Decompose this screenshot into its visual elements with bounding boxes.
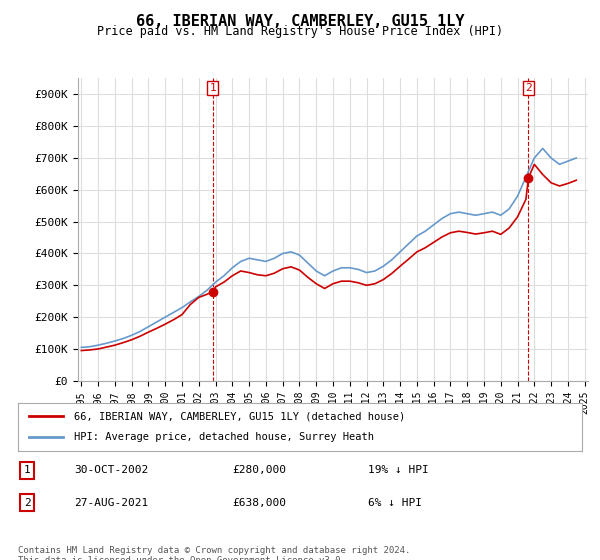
Text: 30-OCT-2002: 30-OCT-2002 — [74, 465, 149, 475]
Text: £280,000: £280,000 — [232, 465, 286, 475]
Text: 2: 2 — [525, 83, 532, 93]
Text: HPI: Average price, detached house, Surrey Heath: HPI: Average price, detached house, Surr… — [74, 432, 374, 442]
Text: Contains HM Land Registry data © Crown copyright and database right 2024.
This d: Contains HM Land Registry data © Crown c… — [18, 546, 410, 560]
Text: Price paid vs. HM Land Registry's House Price Index (HPI): Price paid vs. HM Land Registry's House … — [97, 25, 503, 38]
Text: £638,000: £638,000 — [232, 498, 286, 508]
Text: 1: 1 — [209, 83, 216, 93]
Text: 6% ↓ HPI: 6% ↓ HPI — [368, 498, 422, 508]
Text: 2: 2 — [23, 498, 31, 508]
Text: 27-AUG-2021: 27-AUG-2021 — [74, 498, 149, 508]
Text: 66, IBERIAN WAY, CAMBERLEY, GU15 1LY (detached house): 66, IBERIAN WAY, CAMBERLEY, GU15 1LY (de… — [74, 411, 406, 421]
Text: 19% ↓ HPI: 19% ↓ HPI — [368, 465, 428, 475]
Text: 66, IBERIAN WAY, CAMBERLEY, GU15 1LY: 66, IBERIAN WAY, CAMBERLEY, GU15 1LY — [136, 14, 464, 29]
Text: 1: 1 — [23, 465, 31, 475]
